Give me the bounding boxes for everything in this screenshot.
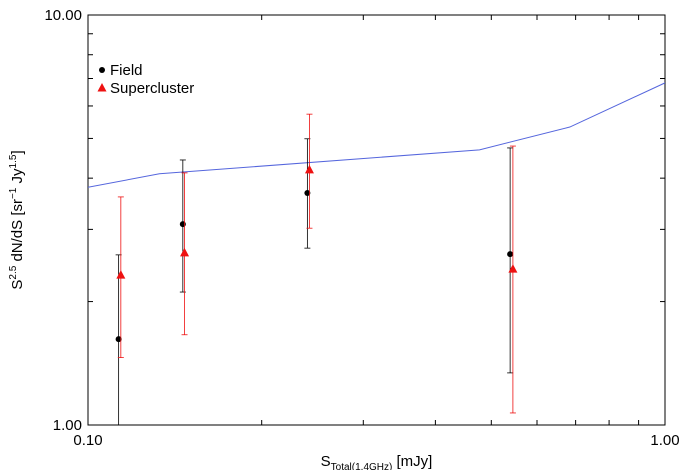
marker [180,247,190,257]
plot-area [88,82,665,425]
marker [304,190,311,197]
y-axis-label-part: ] [9,150,26,154]
marker [508,264,518,273]
y-axis-label: S2.5 dN/dS [sr−1 Jy1.5] [8,150,26,289]
plot-frame [87,14,666,426]
x-axis-label-part: Total(1.4GHz) [331,462,393,470]
x-axis-label-part: [mJy] [392,453,432,470]
marker [116,270,126,279]
legend-label: Field [110,62,143,79]
x-axis-label-part: S [321,453,331,470]
y-axis-label-part: Jy [9,168,26,188]
legend-label: Supercluster [110,80,194,97]
marker [99,67,105,73]
marker [115,336,122,343]
y-axis-label-part: 2.5 [8,265,19,279]
x-tick-label: 1.00 [650,432,679,449]
y-axis-label-part: 1.5 [8,154,19,168]
marker [97,83,107,92]
x-tick-label: 0.10 [73,432,102,449]
y-axis-label-part: dN/dS [sr [9,199,26,266]
y-tick-label: 10.00 [44,7,82,24]
model-line [88,82,665,188]
x-axis-label: STotal(1.4GHz) [mJy] [321,453,433,470]
y-axis-label-part: −1 [8,187,19,199]
y-tick-label: 1.00 [53,417,82,434]
marker [304,164,314,174]
y-axis-label-part: S [9,280,26,290]
marker [507,251,514,258]
